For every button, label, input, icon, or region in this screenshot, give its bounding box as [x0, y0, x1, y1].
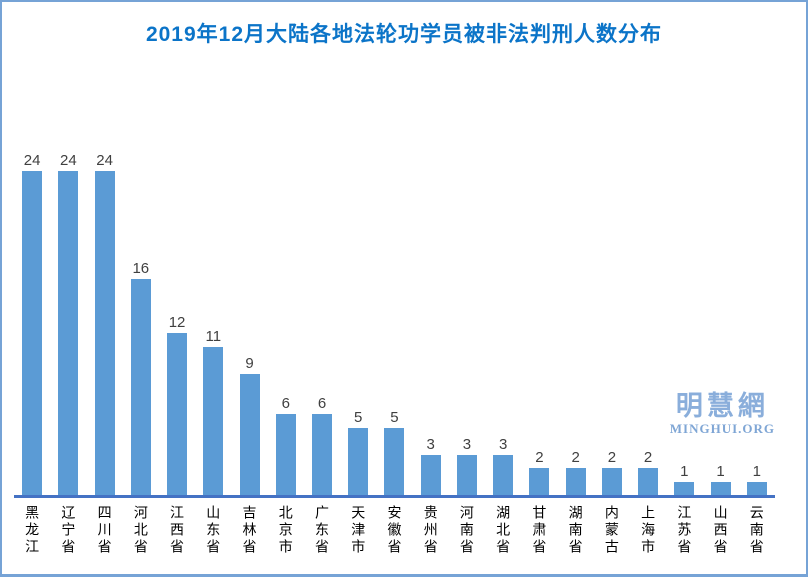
category-label: 辽宁省 — [60, 505, 77, 556]
bar-column: 9 — [231, 354, 267, 495]
bar — [493, 454, 514, 495]
category-label: 吉林省 — [241, 505, 258, 556]
bar — [348, 427, 369, 495]
category-label: 河北省 — [132, 505, 149, 556]
bar-value-label: 3 — [498, 435, 508, 453]
category-label: 上海市 — [640, 505, 657, 556]
bar — [420, 454, 441, 495]
bar-column: 1 — [702, 462, 738, 495]
bar-column: 3 — [449, 435, 485, 495]
bar-value-label: 5 — [390, 408, 399, 426]
bar-value-label: 11 — [205, 327, 222, 345]
bar — [58, 171, 79, 495]
bar-value-label: 3 — [462, 435, 472, 453]
bar-column: 5 — [340, 408, 376, 495]
bar-column: 2 — [558, 450, 594, 495]
bar-column: 1 — [739, 462, 775, 495]
category-label: 安徽省 — [386, 505, 403, 556]
bar-value-label: 16 — [132, 260, 150, 277]
category-label: 黑龙江 — [24, 505, 41, 556]
bar-column: 11 — [195, 327, 231, 495]
bar — [565, 468, 586, 495]
bar — [130, 279, 151, 495]
bar — [638, 468, 659, 495]
bar-value-label: 5 — [354, 408, 363, 426]
bar — [22, 171, 43, 495]
bar-column: 24 — [86, 153, 122, 495]
bar-column: 1 — [666, 462, 702, 495]
bar-value-label: 9 — [245, 354, 254, 372]
category-label: 内蒙古 — [603, 505, 620, 556]
bar-column: 2 — [630, 450, 666, 495]
bar-value-label: 3 — [426, 435, 435, 453]
category-label: 江西省 — [169, 505, 186, 556]
bar-column: 16 — [123, 261, 159, 495]
bar-value-label: 6 — [317, 395, 327, 412]
bar — [384, 427, 405, 495]
bar-column: 12 — [159, 315, 195, 495]
bar-value-label: 24 — [96, 152, 113, 169]
bar — [601, 468, 622, 495]
bar-column: 6 — [304, 396, 340, 495]
category-label: 湖南省 — [567, 505, 584, 556]
category-label: 广东省 — [313, 505, 330, 556]
bar-value-label: 1 — [716, 462, 725, 480]
category-label: 甘肃省 — [531, 505, 548, 556]
bar — [203, 346, 224, 495]
bar-value-label: 6 — [281, 395, 290, 412]
bar-column: 24 — [14, 153, 50, 495]
bar — [456, 454, 477, 495]
bar — [94, 171, 115, 495]
category-label: 四川省 — [96, 505, 113, 556]
category-label: 北京市 — [277, 505, 294, 556]
bar-column: 2 — [521, 450, 557, 495]
chart-title: 2019年12月大陆各地法轮功学员被非法判刑人数分布 — [145, 23, 663, 46]
category-label: 湖北省 — [495, 505, 512, 556]
bar-column: 2 — [594, 450, 630, 495]
category-label: 河南省 — [458, 505, 475, 556]
bar-value-label: 2 — [571, 449, 580, 466]
bar-column: 3 — [485, 435, 521, 495]
bar — [311, 414, 332, 495]
x-axis-line — [14, 495, 775, 498]
bar — [746, 481, 767, 495]
bar-value-label: 2 — [535, 449, 544, 466]
minghui-watermark: 明慧網 MINGHUI.ORG — [670, 392, 775, 437]
bar-column: 3 — [413, 435, 449, 495]
bar — [710, 481, 731, 495]
bar — [167, 333, 188, 495]
category-label: 山东省 — [205, 505, 222, 556]
bar-value-label: 1 — [752, 462, 761, 480]
bar-column: 24 — [50, 153, 86, 495]
bar — [275, 414, 296, 495]
bar — [239, 373, 260, 495]
bar-value-label: 1 — [680, 462, 689, 480]
category-label: 天津市 — [350, 505, 367, 556]
category-label: 山西省 — [712, 505, 729, 556]
bar-value-label: 2 — [607, 449, 617, 466]
minghui-url-text: MINGHUI.ORG — [669, 421, 775, 437]
minghui-logo: 明慧網 — [675, 391, 769, 421]
category-label: 云南省 — [748, 505, 765, 556]
bar-column: 6 — [268, 396, 304, 495]
bar-column: 5 — [376, 408, 412, 495]
bar-value-label: 24 — [60, 152, 77, 169]
plot-area: 24 24 24 16 12 11 9 6 6 5 5 3 3 3 2 2 2 2 1 1 1 — [14, 2, 775, 495]
category-label: 贵州省 — [422, 505, 439, 556]
bar-value-label: 2 — [643, 449, 653, 466]
bar-value-label: 24 — [23, 152, 41, 169]
bar — [674, 481, 695, 495]
category-label: 江苏省 — [676, 505, 693, 556]
bar — [529, 468, 550, 495]
bar-value-label: 12 — [168, 314, 186, 331]
category-axis: 黑龙江 辽宁省 四川省 河北省 江西省 山东省 吉林省 北京市 广东省 天津市 安徽省 贵州省 河南省 湖… — [14, 505, 775, 556]
